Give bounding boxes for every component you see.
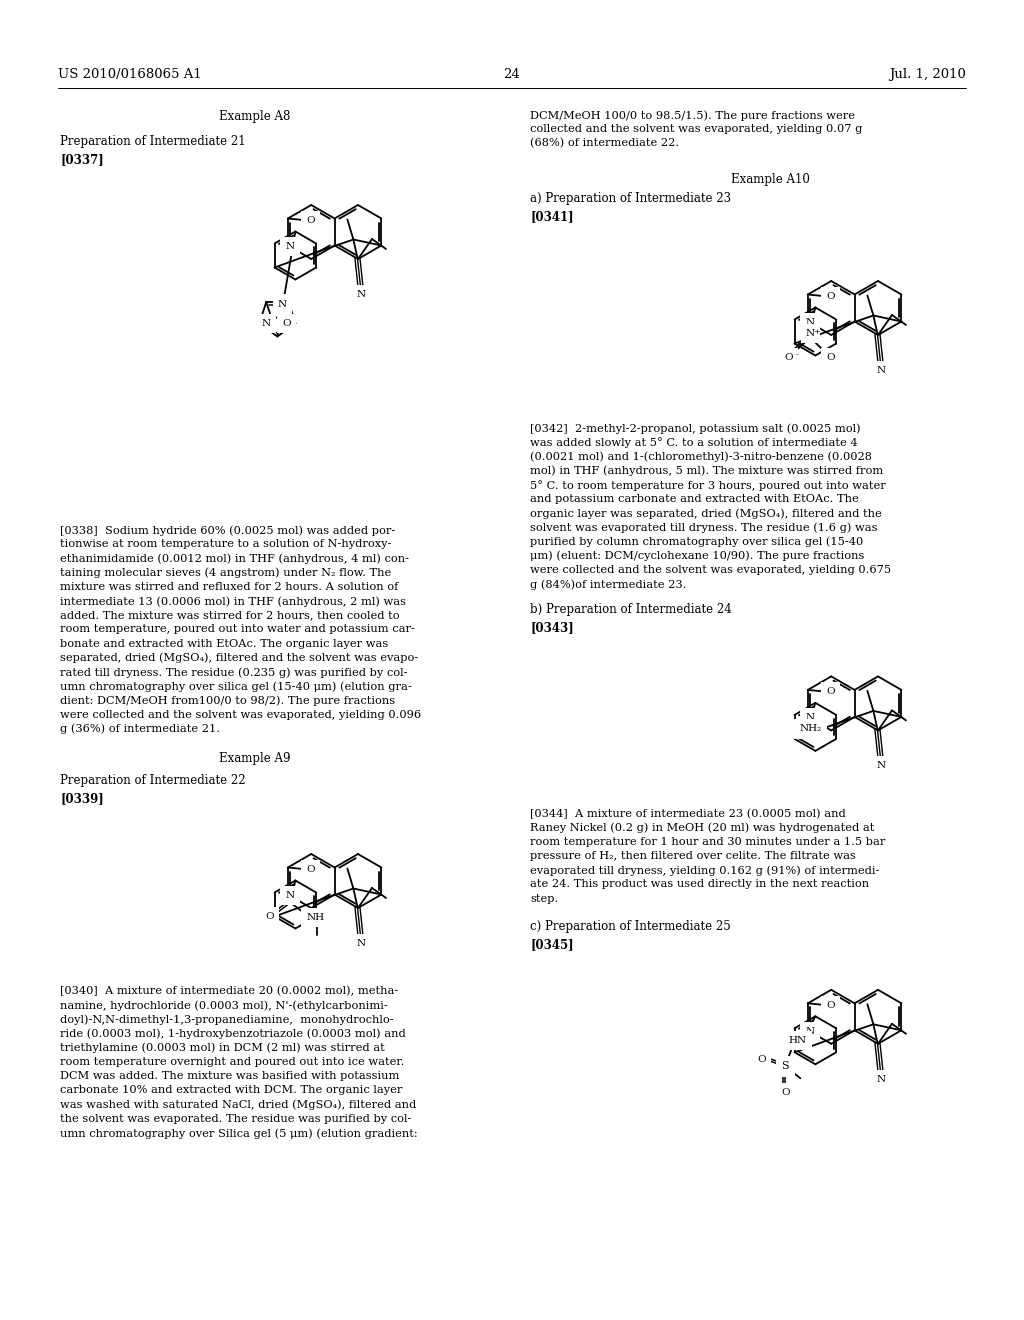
Text: N: N <box>877 366 886 375</box>
Text: 5° C. to room temperature for 3 hours, poured out into water: 5° C. to room temperature for 3 hours, p… <box>530 479 886 491</box>
Text: ate 24. This product was used directly in the next reaction: ate 24. This product was used directly i… <box>530 879 869 890</box>
Text: room temperature overnight and poured out into ice water.: room temperature overnight and poured ou… <box>60 1057 404 1067</box>
Text: O: O <box>283 319 291 327</box>
Text: +: + <box>813 329 820 337</box>
Text: rated till dryness. The residue (0.235 g) was purified by col-: rated till dryness. The residue (0.235 g… <box>60 667 408 677</box>
Text: Preparation of Intermediate 21: Preparation of Intermediate 21 <box>60 135 246 148</box>
Text: were collected and the solvent was evaporated, yielding 0.675: were collected and the solvent was evapo… <box>530 565 891 576</box>
Text: Example A10: Example A10 <box>730 173 809 186</box>
Text: NH₂: NH₂ <box>800 725 821 734</box>
Text: the solvent was evaporated. The residue was purified by col-: the solvent was evaporated. The residue … <box>60 1114 412 1123</box>
Text: organic layer was separated, dried (MgSO₄), filtered and the: organic layer was separated, dried (MgSO… <box>530 508 882 519</box>
Text: N: N <box>805 318 814 327</box>
Text: doyl)-N,N-dimethyl-1,3-propanediamine,  monohydrochlo-: doyl)-N,N-dimethyl-1,3-propanediamine, m… <box>60 1014 393 1024</box>
Text: N: N <box>805 1027 814 1036</box>
Text: (68%) of intermediate 22.: (68%) of intermediate 22. <box>530 139 679 149</box>
Text: N: N <box>805 713 814 722</box>
Text: N: N <box>806 329 815 338</box>
Text: O: O <box>781 1088 790 1097</box>
Text: c) Preparation of Intermediate 25: c) Preparation of Intermediate 25 <box>530 920 731 933</box>
Text: O: O <box>826 1001 836 1010</box>
Text: solvent was evaporated till dryness. The residue (1.6 g) was: solvent was evaporated till dryness. The… <box>530 523 878 533</box>
Text: O: O <box>265 912 273 921</box>
Text: N: N <box>286 891 295 900</box>
Text: dient: DCM/MeOH from100/0 to 98/2). The pure fractions: dient: DCM/MeOH from100/0 to 98/2). The … <box>60 696 395 706</box>
Text: O: O <box>784 352 793 362</box>
Text: evaporated till dryness, yielding 0.162 g (91%) of intermedi-: evaporated till dryness, yielding 0.162 … <box>530 865 880 875</box>
Text: [0345]: [0345] <box>530 937 573 950</box>
Text: [0343]: [0343] <box>530 622 573 635</box>
Text: tionwise at room temperature to a solution of N-hydroxy-: tionwise at room temperature to a soluti… <box>60 539 391 549</box>
Text: triethylamine (0.0003 mol) in DCM (2 ml) was stirred at: triethylamine (0.0003 mol) in DCM (2 ml)… <box>60 1043 385 1053</box>
Text: [0338]  Sodium hydride 60% (0.0025 mol) was added por-: [0338] Sodium hydride 60% (0.0025 mol) w… <box>60 525 395 536</box>
Text: S: S <box>781 1061 790 1072</box>
Text: O: O <box>826 352 835 362</box>
Text: g (84%)of intermediate 23.: g (84%)of intermediate 23. <box>530 579 686 590</box>
Text: DCM/MeOH 100/0 to 98.5/1.5). The pure fractions were: DCM/MeOH 100/0 to 98.5/1.5). The pure fr… <box>530 110 855 120</box>
Text: added. The mixture was stirred for 2 hours, then cooled to: added. The mixture was stirred for 2 hou… <box>60 610 399 620</box>
Text: N: N <box>877 1074 886 1084</box>
Text: N: N <box>262 319 271 327</box>
Text: were collected and the solvent was evaporated, yielding 0.096: were collected and the solvent was evapo… <box>60 710 421 719</box>
Text: Example A9: Example A9 <box>219 752 291 766</box>
Text: carbonate 10% and extracted with DCM. The organic layer: carbonate 10% and extracted with DCM. Th… <box>60 1085 402 1096</box>
Text: NH: NH <box>306 913 325 921</box>
Text: Jul. 1, 2010: Jul. 1, 2010 <box>889 69 966 81</box>
Text: separated, dried (MgSO₄), filtered and the solvent was evapo-: separated, dried (MgSO₄), filtered and t… <box>60 653 418 664</box>
Text: namine, hydrochloride (0.0003 mol), N'-(ethylcarbonimi-: namine, hydrochloride (0.0003 mol), N'-(… <box>60 1001 388 1011</box>
Text: [0344]  A mixture of intermediate 23 (0.0005 mol) and: [0344] A mixture of intermediate 23 (0.0… <box>530 808 846 818</box>
Text: was washed with saturated NaCl, dried (MgSO₄), filtered and: was washed with saturated NaCl, dried (M… <box>60 1100 416 1110</box>
Text: step.: step. <box>530 894 558 904</box>
Text: room temperature for 1 hour and 30 minutes under a 1.5 bar: room temperature for 1 hour and 30 minut… <box>530 837 886 847</box>
Text: Raney Nickel (0.2 g) in MeOH (20 ml) was hydrogenated at: Raney Nickel (0.2 g) in MeOH (20 ml) was… <box>530 822 874 833</box>
Text: b) Preparation of Intermediate 24: b) Preparation of Intermediate 24 <box>530 603 732 616</box>
Text: 24: 24 <box>504 69 520 81</box>
Text: bonate and extracted with EtOAc. The organic layer was: bonate and extracted with EtOAc. The org… <box>60 639 388 648</box>
Text: (0.0021 mol) and 1-(chloromethyl)-3-nitro-benzene (0.0028: (0.0021 mol) and 1-(chloromethyl)-3-nitr… <box>530 451 872 462</box>
Text: g (36%) of intermediate 21.: g (36%) of intermediate 21. <box>60 723 220 734</box>
Text: a) Preparation of Intermediate 23: a) Preparation of Intermediate 23 <box>530 191 731 205</box>
Text: mixture was stirred and refluxed for 2 hours. A solution of: mixture was stirred and refluxed for 2 h… <box>60 582 398 591</box>
Text: [0339]: [0339] <box>60 792 103 805</box>
Text: N: N <box>278 300 287 309</box>
Text: N: N <box>877 762 886 771</box>
Text: [0340]  A mixture of intermediate 20 (0.0002 mol), metha-: [0340] A mixture of intermediate 20 (0.0… <box>60 986 398 997</box>
Text: ethanimidamide (0.0012 mol) in THF (anhydrous, 4 ml) con-: ethanimidamide (0.0012 mol) in THF (anhy… <box>60 553 409 564</box>
Text: Example A8: Example A8 <box>219 110 291 123</box>
Text: HN: HN <box>788 1036 807 1045</box>
Text: was added slowly at 5° C. to a solution of intermediate 4: was added slowly at 5° C. to a solution … <box>530 437 858 447</box>
Text: Preparation of Intermediate 22: Preparation of Intermediate 22 <box>60 774 246 787</box>
Text: umn chromatography over silica gel (15-40 μm) (elution gra-: umn chromatography over silica gel (15-4… <box>60 681 412 692</box>
Text: room temperature, poured out into water and potassium car-: room temperature, poured out into water … <box>60 624 415 635</box>
Text: O: O <box>306 865 315 874</box>
Text: DCM was added. The mixture was basified with potassium: DCM was added. The mixture was basified … <box>60 1072 399 1081</box>
Text: umn chromatography over Silica gel (5 μm) (elution gradient:: umn chromatography over Silica gel (5 μm… <box>60 1129 418 1139</box>
Text: taining molecular sieves (4 angstrom) under N₂ flow. The: taining molecular sieves (4 angstrom) un… <box>60 568 391 578</box>
Text: ride (0.0003 mol), 1-hydroxybenzotriazole (0.0003 mol) and: ride (0.0003 mol), 1-hydroxybenzotriazol… <box>60 1028 406 1039</box>
Text: mol) in THF (anhydrous, 5 ml). The mixture was stirred from: mol) in THF (anhydrous, 5 ml). The mixtu… <box>530 466 884 477</box>
Text: O: O <box>826 688 836 697</box>
Text: O: O <box>306 216 315 224</box>
Text: N: N <box>286 242 295 251</box>
Text: [0342]  2-methyl-2-propanol, potassium salt (0.0025 mol): [0342] 2-methyl-2-propanol, potassium sa… <box>530 422 860 433</box>
Text: collected and the solvent was evaporated, yielding 0.07 g: collected and the solvent was evaporated… <box>530 124 862 135</box>
Text: μm) (eluent: DCM/cyclohexane 10/90). The pure fractions: μm) (eluent: DCM/cyclohexane 10/90). The… <box>530 550 864 561</box>
Text: [0341]: [0341] <box>530 210 573 223</box>
Text: purified by column chromatography over silica gel (15-40: purified by column chromatography over s… <box>530 537 863 548</box>
Text: N: N <box>356 290 366 300</box>
Text: US 2010/0168065 A1: US 2010/0168065 A1 <box>58 69 202 81</box>
Text: pressure of H₂, then filtered over celite. The filtrate was: pressure of H₂, then filtered over celit… <box>530 851 856 861</box>
Text: intermediate 13 (0.0006 mol) in THF (anhydrous, 2 ml) was: intermediate 13 (0.0006 mol) in THF (anh… <box>60 597 406 607</box>
Text: O: O <box>757 1055 766 1064</box>
Text: and potassium carbonate and extracted with EtOAc. The: and potassium carbonate and extracted wi… <box>530 494 859 504</box>
Text: N: N <box>356 939 366 948</box>
Text: O: O <box>826 292 836 301</box>
Text: ⁻: ⁻ <box>795 354 799 362</box>
Text: [0337]: [0337] <box>60 153 103 166</box>
